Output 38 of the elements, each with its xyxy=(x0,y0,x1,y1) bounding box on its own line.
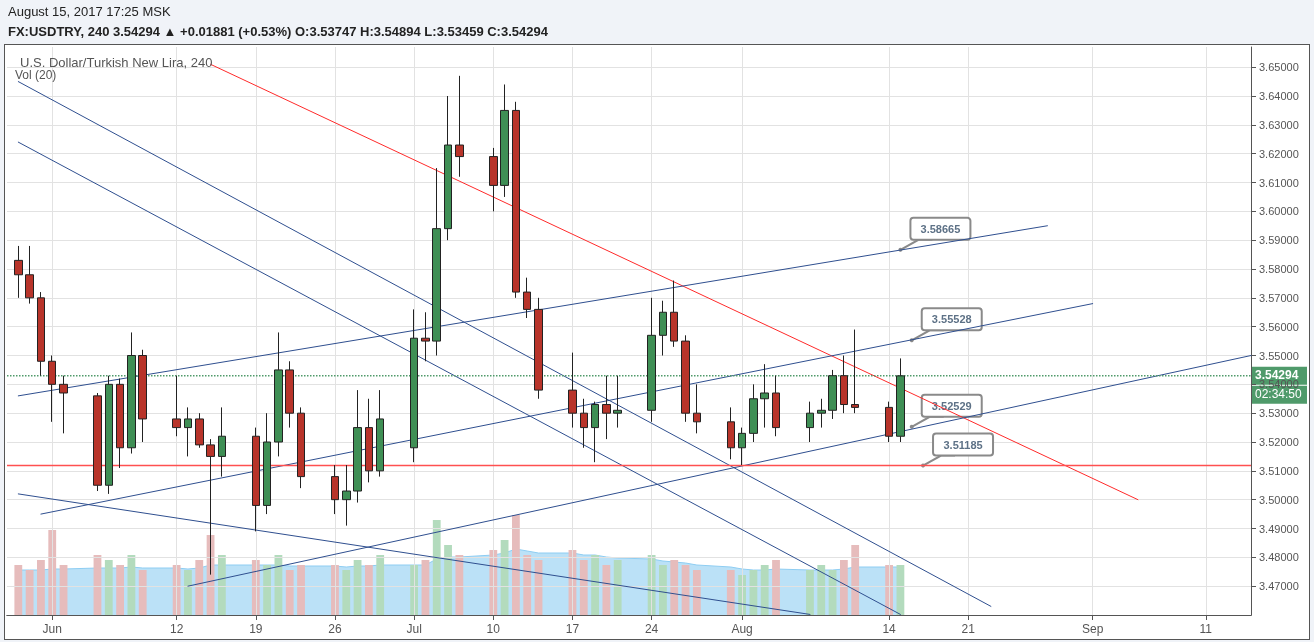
y-tick-label: 3.62000 xyxy=(1259,147,1299,160)
y-tick-label: 3.61000 xyxy=(1259,176,1299,189)
annotation: 3.58665 xyxy=(920,222,961,235)
y-tick-label: 3.55000 xyxy=(1259,349,1299,362)
x-tick-label: Sep xyxy=(1081,622,1104,636)
y-tick-label: 3.56000 xyxy=(1259,320,1299,333)
y-tick-label: 3.51000 xyxy=(1259,464,1299,477)
y-tick-label: 3.64000 xyxy=(1259,90,1299,103)
text: August 15, 2017 17:25 MSK xyxy=(8,3,172,21)
y-tick-label: 3.48000 xyxy=(1259,551,1299,564)
y-tick-label: 3.63000 xyxy=(1259,118,1299,131)
y-tick-label: 3.49000 xyxy=(1259,522,1299,535)
x-tick-label: 12 xyxy=(169,622,184,636)
y-tick-label: 3.65000 xyxy=(1259,61,1299,74)
annotation: 3.55528 xyxy=(931,313,972,326)
y-tick-label: 3.59000 xyxy=(1259,234,1299,247)
y-tick-label: 3.53000 xyxy=(1259,407,1299,420)
x-tick-label: Jun xyxy=(42,622,62,636)
x-tick-label: 14 xyxy=(882,622,897,636)
x-tick-label: 10 xyxy=(486,622,501,636)
y-tick-label: 3.50000 xyxy=(1259,493,1299,506)
x-tick-label: 19 xyxy=(249,622,263,636)
x-tick-label: 11 xyxy=(1199,622,1213,636)
x-tick-label: 24 xyxy=(644,622,659,636)
x-tick-label: Aug xyxy=(731,622,753,636)
annotation: Vol (20) xyxy=(15,68,57,82)
x-tick-label: 26 xyxy=(328,622,342,636)
y-tick-label: 3.60000 xyxy=(1259,205,1299,218)
y-tick-label: 3.52000 xyxy=(1259,436,1299,449)
x-tick-label: 21 xyxy=(961,622,976,636)
text: FX:USDTRY, 240 3.54294 ▲ +0.01881 (+0.53%) O:3.53747 H:3.54894 L:3.53459 C:3.54294 xyxy=(8,23,548,41)
text: U.S. Dollar/Turkish New Lira, 240 xyxy=(20,55,213,70)
x-tick-label: Jul xyxy=(406,622,422,636)
annotation: 3.51185 xyxy=(943,438,983,451)
y-tick-label: 3.58000 xyxy=(1259,263,1299,276)
y-tick-label: 3.57000 xyxy=(1259,291,1299,304)
y-tick-label: 3.47000 xyxy=(1259,580,1299,593)
x-tick-label: 17 xyxy=(565,622,580,636)
